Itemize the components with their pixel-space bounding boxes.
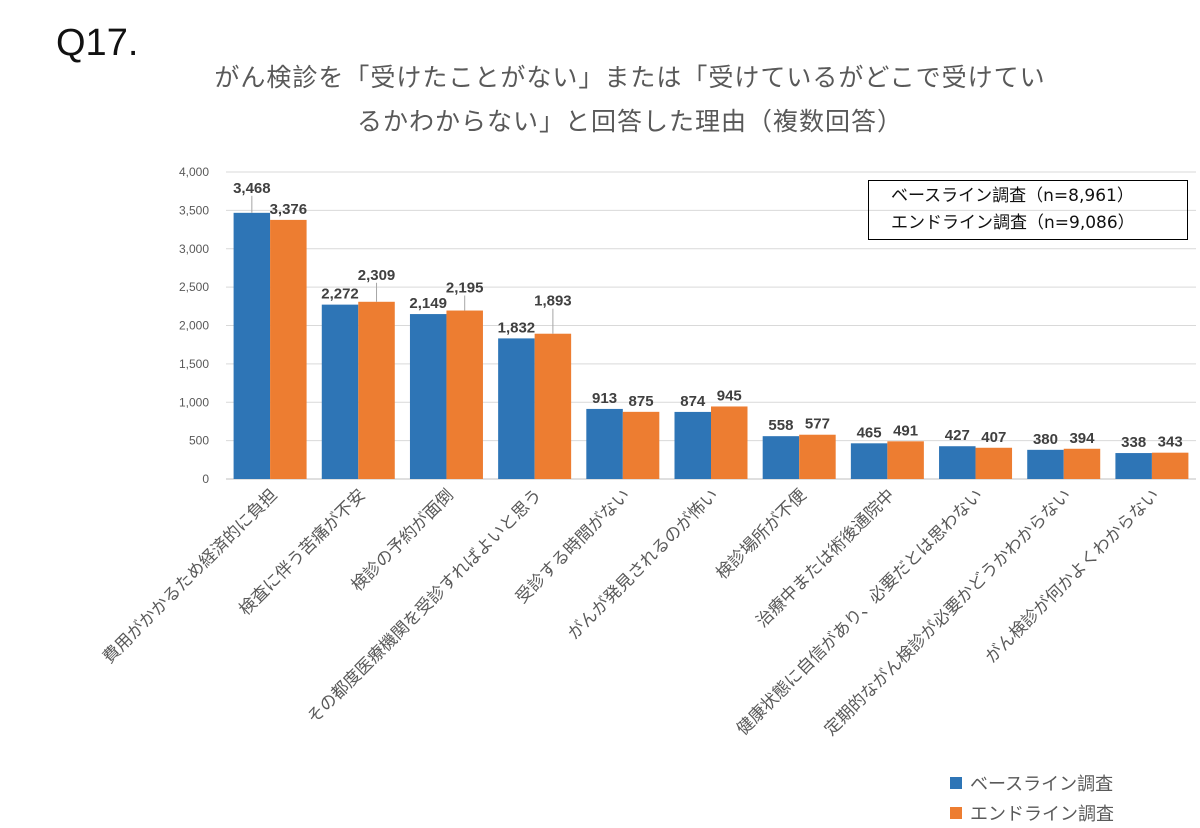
category-label: 検診場所が不便 xyxy=(712,485,810,583)
data-label: 2,195 xyxy=(446,280,484,297)
legend-item-baseline: ベースライン調査 xyxy=(950,770,1113,796)
y-tick-label: 2,500 xyxy=(179,280,209,294)
data-label: 427 xyxy=(945,427,970,444)
bar-baseline xyxy=(939,446,976,479)
y-tick-label: 3,000 xyxy=(179,242,209,256)
data-label: 338 xyxy=(1121,434,1146,451)
data-label: 577 xyxy=(805,416,830,433)
y-tick-label: 4,000 xyxy=(179,165,209,179)
data-label: 3,468 xyxy=(233,180,271,197)
bar-endline xyxy=(358,301,395,479)
data-label: 1,893 xyxy=(534,293,572,310)
y-tick-label: 500 xyxy=(189,434,209,448)
data-label: 407 xyxy=(981,429,1006,446)
bar-endline xyxy=(799,434,836,479)
data-label: 945 xyxy=(717,387,742,404)
data-label: 1,832 xyxy=(498,319,536,336)
data-label: 875 xyxy=(629,393,654,410)
category-label: がんが発見されるのが怖い xyxy=(564,485,722,643)
bar-baseline xyxy=(409,314,447,479)
bar-endline xyxy=(887,441,924,479)
bar-endline xyxy=(975,447,1013,479)
data-label: 491 xyxy=(893,422,918,439)
bar-endline xyxy=(446,310,483,479)
legend-swatch-endline xyxy=(950,807,962,819)
y-tick-label: 1,500 xyxy=(179,357,209,371)
sample-size-baseline: ベースライン調査（n=8,961） xyxy=(891,186,1134,206)
legend-label-baseline: ベースライン調査 xyxy=(970,774,1114,795)
bar-baseline xyxy=(233,212,271,479)
data-label: 394 xyxy=(1069,430,1095,447)
data-label: 465 xyxy=(857,424,882,441)
bar-endline xyxy=(1063,448,1101,479)
bar-endline xyxy=(270,219,307,479)
data-label: 380 xyxy=(1033,431,1058,448)
bar-endline xyxy=(534,333,572,479)
y-tick-label: 0 xyxy=(202,472,209,486)
data-label: 2,149 xyxy=(409,295,447,312)
legend-swatch-baseline xyxy=(950,777,962,789)
bar-baseline xyxy=(762,436,800,479)
category-label: がん検診が何かよくわからない xyxy=(982,485,1164,667)
data-label: 558 xyxy=(768,417,793,434)
data-label: 2,272 xyxy=(321,286,359,303)
data-label: 2,309 xyxy=(358,267,396,284)
sample-size-endline: エンドライン調査（n=9,086） xyxy=(891,213,1135,233)
legend-label-endline: エンドライン調査 xyxy=(970,804,1114,825)
bar-baseline xyxy=(321,304,359,479)
bar-baseline xyxy=(1115,453,1152,479)
y-tick-label: 2,000 xyxy=(179,319,209,333)
bar-endline xyxy=(1151,452,1189,479)
data-label: 343 xyxy=(1158,434,1183,451)
bar-baseline xyxy=(674,411,711,479)
y-tick-label: 3,500 xyxy=(179,203,209,217)
data-label: 913 xyxy=(592,390,617,407)
chart-title-line-2: るかわからない」と回答した理由（複数回答） xyxy=(356,107,903,136)
legend-item-endline: エンドライン調査 xyxy=(950,800,1114,826)
sample-size-box: ベースライン調査（n=8,961） エンドライン調査（n=9,086） xyxy=(868,180,1188,240)
question-number: Q17. xyxy=(56,22,139,64)
bar-baseline xyxy=(586,408,623,479)
bar-endline xyxy=(711,406,748,479)
bar-baseline xyxy=(498,338,535,479)
data-label: 874 xyxy=(680,393,706,410)
category-label: 費用がかかるため経済的に負担 xyxy=(99,485,281,667)
chart-title-line-1: がん検診を「受けたことがない」または「受けているがどこで受けてい xyxy=(214,63,1046,92)
data-label: 3,376 xyxy=(270,201,308,218)
bar-baseline xyxy=(850,443,888,479)
y-tick-label: 1,000 xyxy=(179,395,209,409)
bar-baseline xyxy=(1027,449,1064,479)
bar-endline xyxy=(622,411,660,479)
